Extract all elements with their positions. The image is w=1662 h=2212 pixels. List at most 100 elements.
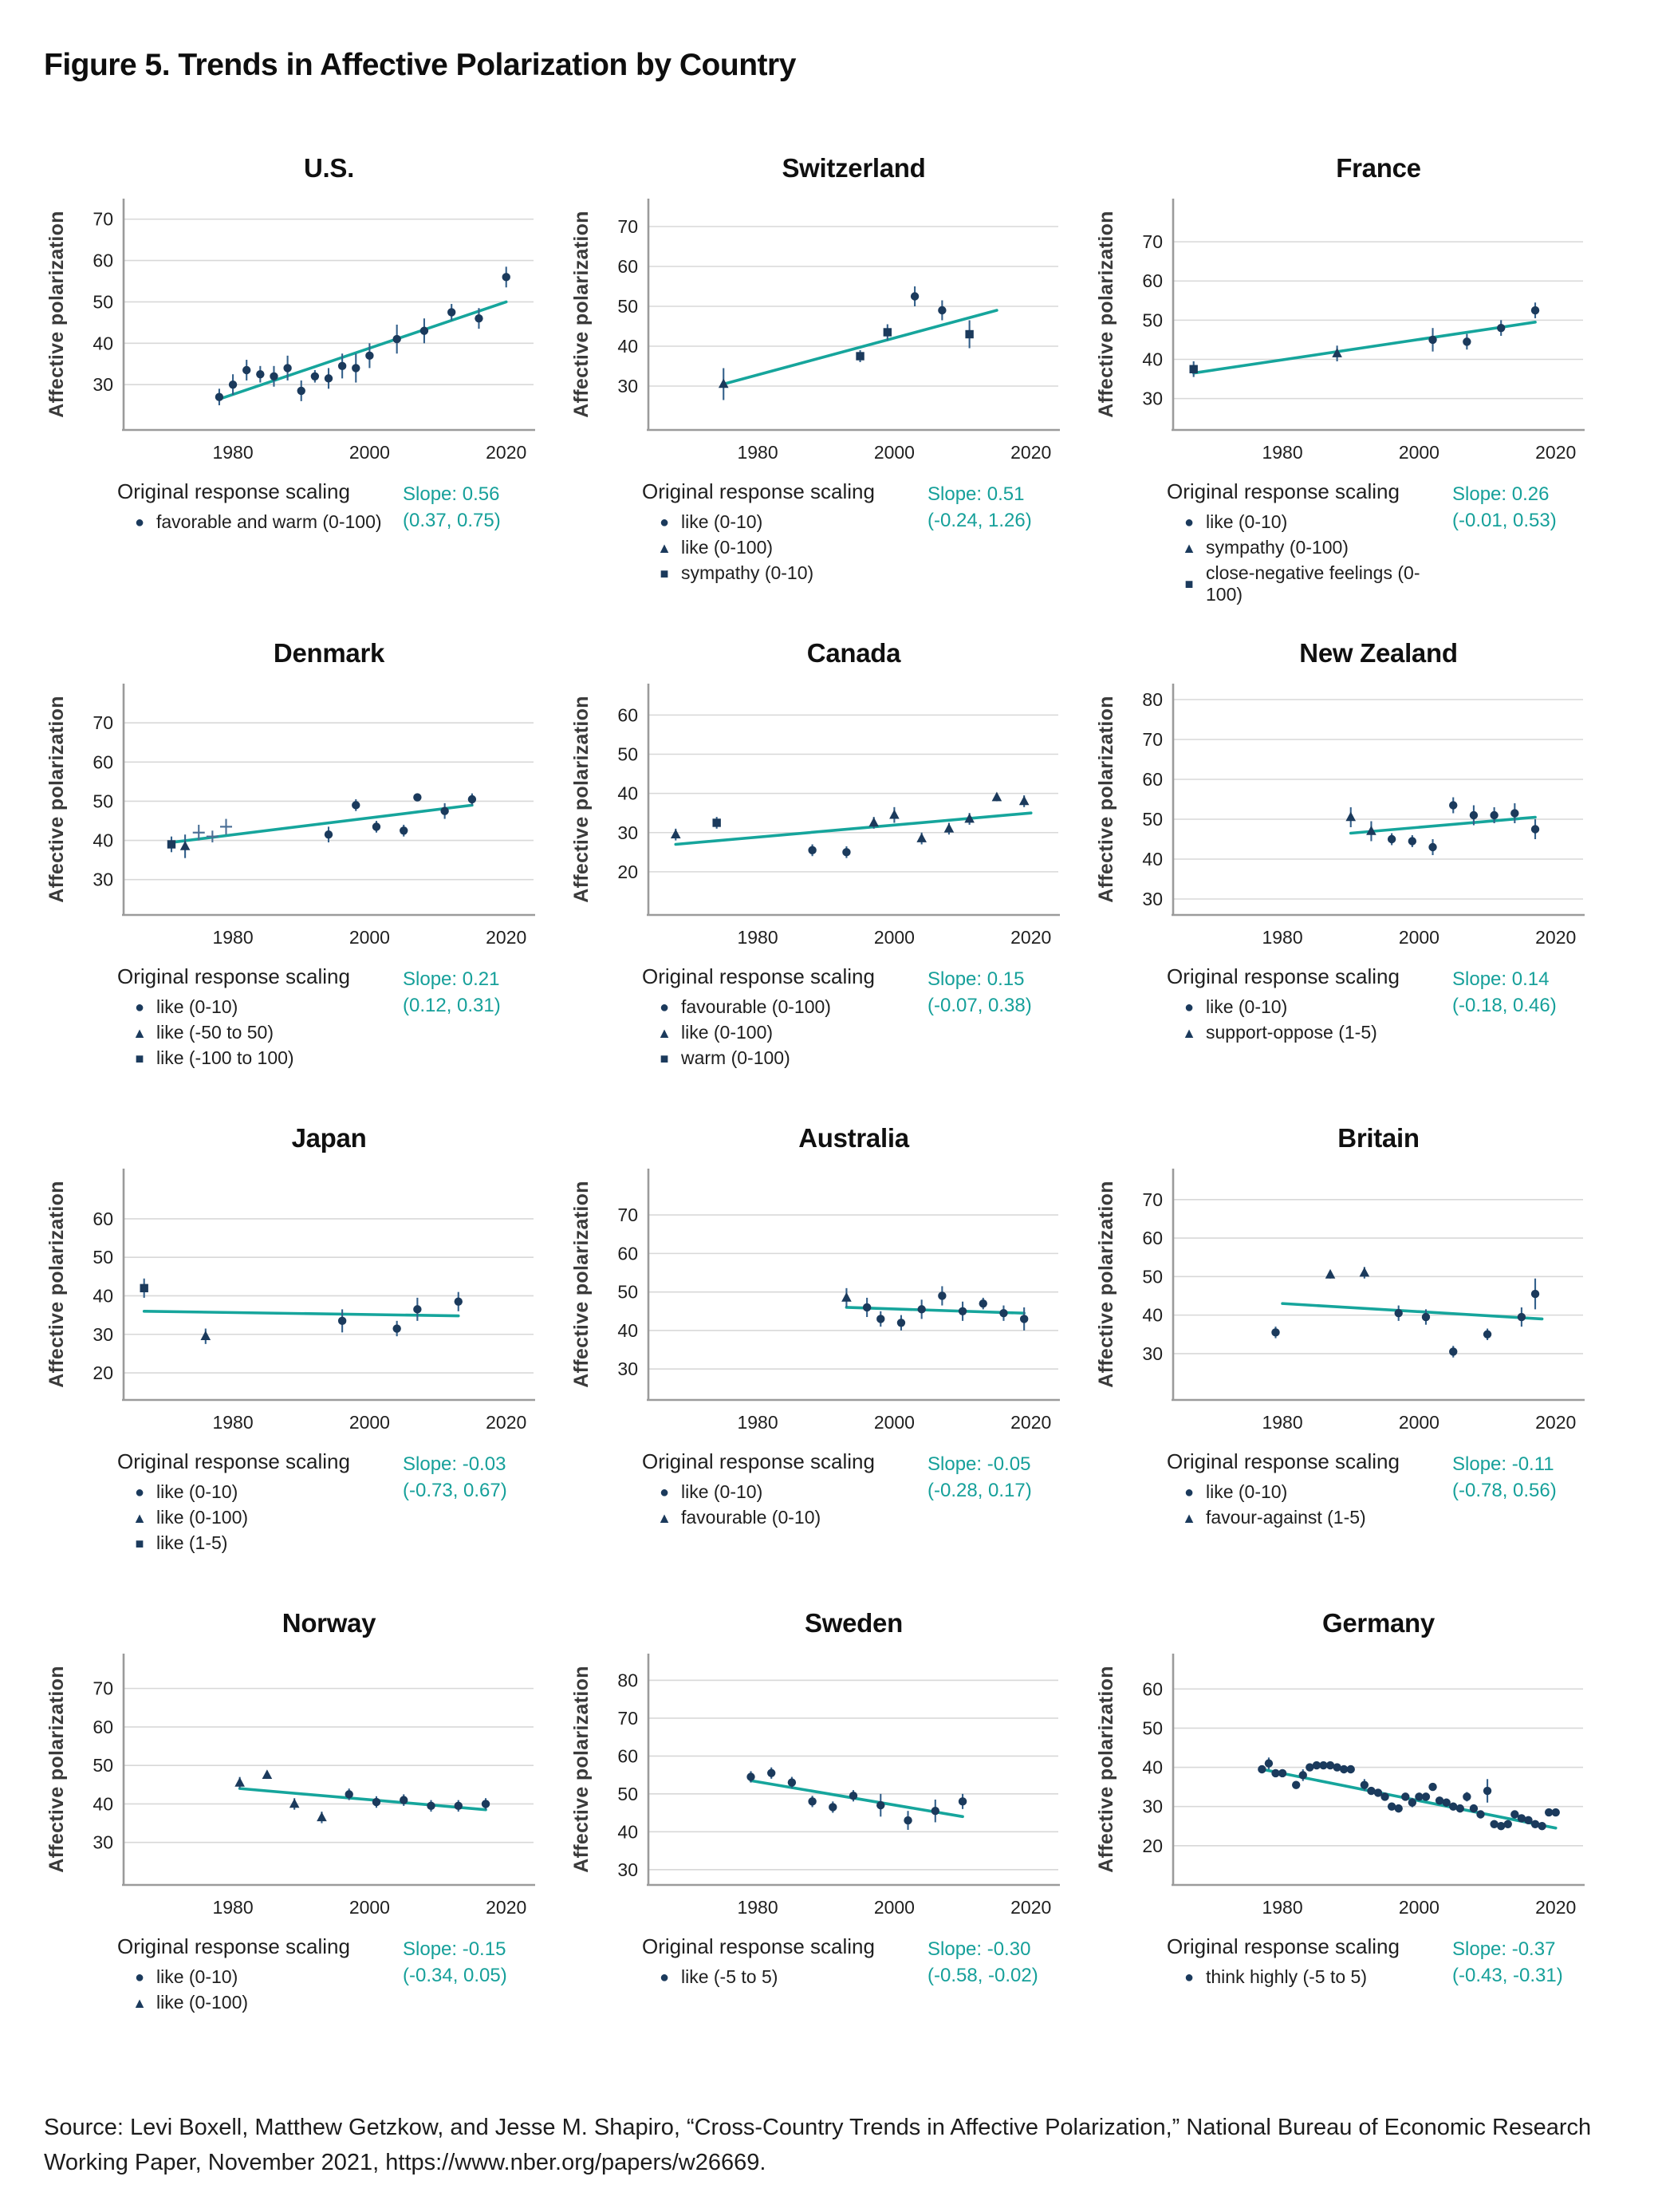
triangle-marker-icon: ▲: [657, 539, 671, 556]
y-tick-label: 60: [93, 250, 113, 271]
y-tick-label: 50: [93, 1755, 113, 1776]
triangle-marker-icon: ▲: [657, 1509, 671, 1526]
y-tick-label: 80: [1142, 689, 1163, 710]
data-point: [392, 334, 401, 344]
circle-marker-icon: ●: [659, 1483, 670, 1501]
slope-value: Slope: -0.37: [1452, 1938, 1556, 1960]
data-point: [1312, 1761, 1321, 1770]
legend-item: ▲ support-oppose (1-5): [1167, 1022, 1432, 1043]
legend-title: Original response scaling: [642, 1449, 875, 1473]
legend: Original response scaling ● favorable and …: [117, 479, 382, 537]
legend-title: Original response scaling: [1167, 1449, 1400, 1473]
data-point: [1428, 842, 1437, 852]
data-point: [842, 848, 851, 857]
slope-annotation: Slope: -0.37 (-0.43, -0.31): [1452, 1936, 1563, 1989]
legend: Original response scaling ● like (0-10) ▲ li…: [117, 1449, 382, 1558]
triangle-marker-icon: ▲: [1182, 539, 1196, 556]
data-point: [454, 1801, 463, 1811]
legend-item: ▲ like (0-100): [642, 1022, 907, 1043]
data-point: [345, 1790, 353, 1799]
data-point: [447, 308, 456, 317]
data-point: [829, 1803, 837, 1812]
y-tick-label: 70: [93, 209, 113, 230]
y-tick-label: 70: [617, 1708, 638, 1729]
y-tick-label: 50: [1142, 1266, 1163, 1287]
circle-marker-icon: ●: [134, 1968, 145, 1986]
legend-item: ● like (-5 to 5): [642, 1966, 907, 1988]
data-point: [324, 830, 333, 839]
data-point: [1503, 1820, 1512, 1828]
slope-ci: (-0.43, -0.31): [1452, 1965, 1563, 1987]
x-tick-label: 2000: [1399, 1897, 1439, 1918]
data-point: [787, 1778, 797, 1787]
data-point: [352, 364, 360, 373]
data-point: [1380, 1792, 1389, 1801]
y-tick-label: 40: [617, 1821, 638, 1842]
data-point: [991, 791, 1002, 802]
data-point: [862, 1303, 872, 1312]
data-point: [1530, 1820, 1540, 1828]
x-tick-label: 2020: [1010, 927, 1051, 948]
x-tick-label: 2020: [1535, 927, 1576, 948]
data-point: [964, 813, 975, 823]
data-point: [1428, 1782, 1437, 1792]
slope-annotation: Slope: 0.15 (-0.07, 0.38): [927, 966, 1032, 1019]
legend-item: ● favorable and warm (0-100): [117, 511, 382, 533]
scatter-plot-britain: Affective polarization 30 40 50 60 70 1980 2000…: [1095, 1169, 1585, 1433]
panel-japan: Japan Affective polarization 20 30 40 50 60 198…: [44, 1123, 538, 1575]
slope-annotation: Slope: 0.26 (-0.01, 0.53): [1452, 481, 1557, 534]
data-point: [1018, 795, 1030, 806]
data-point: [1530, 825, 1540, 834]
data-point: [1415, 1792, 1424, 1801]
data-point: [262, 1769, 273, 1780]
data-point: [1476, 1810, 1485, 1819]
scatter-plot-u-s: Affective polarization 30 40 50 60 70 1980 2000…: [45, 199, 535, 463]
legend-item-label: like (-100 to 100): [156, 1047, 294, 1068]
data-point: [1469, 1804, 1479, 1813]
data-point: [283, 364, 292, 373]
triangle-marker-icon: ▲: [132, 1024, 147, 1041]
legend-item-label: like (-5 to 5): [681, 1966, 778, 1987]
legend: Original response scaling ● favourable (0-…: [642, 964, 907, 1073]
data-point: [999, 1309, 1008, 1318]
data-point: [242, 365, 251, 375]
y-tick-label: 60: [93, 1717, 113, 1737]
data-point: [1408, 1798, 1417, 1807]
y-tick-label: 40: [617, 336, 638, 357]
data-point: [931, 1807, 939, 1816]
data-point: [1544, 1808, 1554, 1817]
data-point: [1490, 810, 1499, 820]
slope-ci: (-0.28, 0.17): [927, 1480, 1032, 1502]
data-point: [1517, 1814, 1526, 1823]
triangle-marker-icon: ▲: [1182, 1024, 1196, 1041]
legend-item: ■ close-negative feelings (0-100): [1167, 562, 1432, 605]
trend-line: [749, 1779, 964, 1819]
x-tick-label: 1980: [1262, 442, 1302, 463]
y-axis-label: Affective polarization: [45, 696, 68, 902]
x-tick-label: 1980: [212, 1412, 253, 1433]
slope-annotation: Slope: -0.11 (-0.78, 0.56): [1452, 1451, 1557, 1504]
panel-sweden: Sweden Affective polarization 30 40 50 60 70 80…: [569, 1608, 1063, 2060]
y-axis-label: Affective polarization: [570, 696, 593, 902]
x-tick-label: 2000: [874, 927, 915, 948]
source-note: Source: Levi Boxell, Matthew Getzkow, an…: [44, 2115, 1592, 2175]
data-point: [767, 1768, 776, 1777]
data-point: [337, 1316, 347, 1326]
data-point: [1319, 1761, 1328, 1770]
circle-marker-icon: ●: [659, 998, 670, 1016]
legend-item: ● like (0-10): [117, 996, 382, 1018]
slope-ci: (-0.07, 0.38): [927, 995, 1032, 1017]
panel-new-zealand: New Zealand Affective polarization 30 40 50 6…: [1093, 638, 1588, 1090]
data-point: [883, 328, 892, 337]
x-tick-label: 1980: [737, 442, 778, 463]
circle-marker-icon: ●: [1183, 1968, 1195, 1986]
legend-item: ● think highly (-5 to 5): [1167, 1966, 1432, 1988]
y-tick-label: 70: [1142, 729, 1163, 750]
y-tick-label: 30: [1142, 1343, 1163, 1364]
y-tick-label: 60: [1142, 1678, 1163, 1699]
legend-item: ● like (0-10): [642, 511, 907, 533]
data-point: [454, 1297, 463, 1306]
triangle-marker-icon: ▲: [657, 1024, 671, 1041]
data-point: [502, 273, 510, 282]
slope-value: Slope: -0.30: [927, 1938, 1031, 1960]
